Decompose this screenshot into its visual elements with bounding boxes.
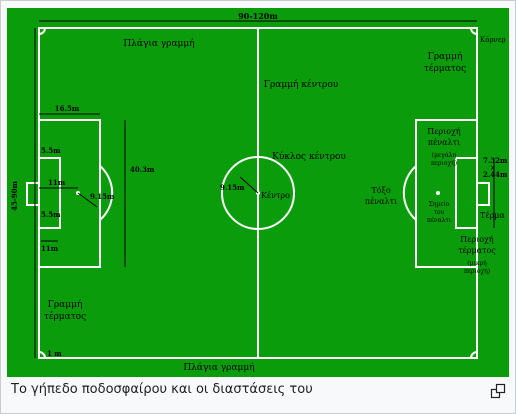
arc-radius-dim-line <box>77 192 98 208</box>
halfway-line-label: Γραμμή κέντρου <box>264 79 339 90</box>
goal-area-small-label-2: περιοχή) <box>464 268 490 275</box>
center-circle-label: Κύκλος κέντρου <box>272 151 346 162</box>
corner-arc-tl <box>38 27 46 35</box>
goal-area-label-2: τέρματος <box>458 246 496 255</box>
goal-area-small-label-1: (μικρή <box>467 260 487 267</box>
dim-11-lower-label: 11m <box>41 244 59 253</box>
pitch-labels: 90-120m 45-90m Κόρνερ Πλάγια γραμμή Πλάγ… <box>10 11 508 373</box>
penalty-arc-label-1: Τόξο <box>371 186 391 195</box>
goal-line-right-label-1: Γραμμή <box>428 51 463 62</box>
penalty-mark-label-3: πέναλτι <box>427 217 452 224</box>
dim-2-44-label: 2.44m <box>483 170 508 179</box>
dim-40-3-label: 40.3m <box>130 165 155 174</box>
penalty-area-label-1: Περιοχή <box>427 127 461 136</box>
touchline-bottom-label: Πλάγια γραμμή <box>183 362 254 373</box>
dim-5-5-top-label: 5.5m <box>41 146 61 155</box>
pitch-diagram[interactable]: 90-120m 45-90m Κόρνερ Πλάγια γραμμή Πλάγ… <box>7 8 509 377</box>
width-dim-label: 90-120m <box>238 11 278 21</box>
penalty-area-small-label-1: (μεγάλη <box>432 152 457 159</box>
dim-9-15-center-label: 9.15m <box>220 183 245 192</box>
touchline-top-label: Πλάγια γραμμή <box>123 38 194 49</box>
circle-radius-dim-line <box>239 176 259 194</box>
dim-11-spot-label: 11m <box>48 178 66 187</box>
dim-7-32-label: 7.32m <box>483 156 508 165</box>
dim-x-label: × <box>490 163 496 172</box>
magnify-icon-svg <box>490 383 506 399</box>
penalty-mark-label-1: Σημείο <box>429 201 450 208</box>
figure-caption: Το γήπεδο ποδοσφαίρου και οι διαστάσεις … <box>11 382 313 397</box>
center-mark-label: Κέντρο <box>261 191 290 200</box>
left-goal <box>26 182 40 206</box>
goal-line-right-label-2: τέρματος <box>424 63 466 74</box>
dim-5-5-bottom-label: 5.5m <box>41 210 61 219</box>
pitch-lines <box>26 27 490 359</box>
pitch-svg: 90-120m 45-90m Κόρνερ Πλάγια γραμμή Πλάγ… <box>7 8 509 377</box>
left-penalty-arc <box>99 165 114 221</box>
penalty-arc-label-2: πέναλτι <box>365 197 397 206</box>
dim-1m-label: 1 m <box>47 349 62 358</box>
right-goal <box>476 182 490 206</box>
magnify-icon[interactable] <box>490 383 506 399</box>
corner-arc-br <box>470 351 478 359</box>
right-penalty-arc <box>402 165 417 221</box>
penalty-mark-label-2: του <box>434 209 445 216</box>
corner-label: Κόρνερ <box>480 36 506 44</box>
goal-label: Τέρμα <box>480 211 505 220</box>
penalty-area-small-label-2: περιοχή) <box>431 160 457 167</box>
penalty-area-label-2: πέναλτι <box>428 138 460 147</box>
dim-9-15-left-label: 9.15m <box>90 192 115 201</box>
right-penalty-spot <box>436 191 440 195</box>
corner-arc-tr <box>470 27 478 35</box>
dim-16-5-label: 16.5m <box>55 104 80 113</box>
corner-arc-bl <box>38 351 46 359</box>
center-circle <box>221 156 295 230</box>
goal-line-left-label-2: τέρματος <box>44 311 86 322</box>
goal-line-left-label-1: Γραμμή <box>48 299 83 310</box>
dimension-lines <box>34 20 495 358</box>
height-dim-label: 45-90m <box>10 181 19 211</box>
goal-area-label-1: Περιοχή <box>460 235 494 244</box>
